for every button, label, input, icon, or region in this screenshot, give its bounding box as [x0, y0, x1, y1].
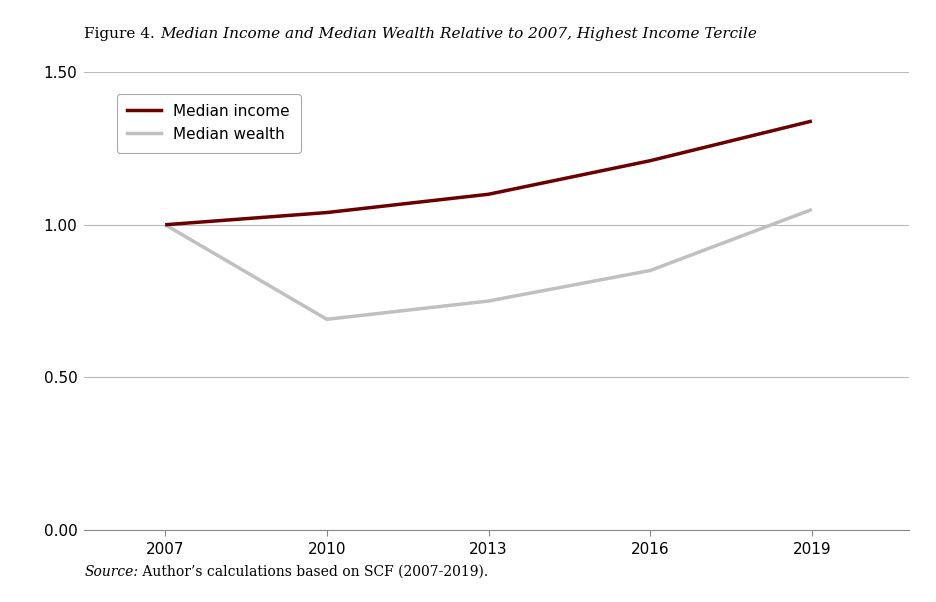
Text: Median Income and Median Wealth Relative to 2007, Highest Income Tercile: Median Income and Median Wealth Relative… [160, 27, 756, 41]
Text: Figure 4.: Figure 4. [84, 27, 160, 41]
Text: Author’s calculations based on SCF (2007-2019).: Author’s calculations based on SCF (2007… [139, 565, 488, 579]
Text: Source:: Source: [84, 565, 139, 579]
Legend: Median income, Median wealth: Median income, Median wealth [117, 93, 300, 153]
